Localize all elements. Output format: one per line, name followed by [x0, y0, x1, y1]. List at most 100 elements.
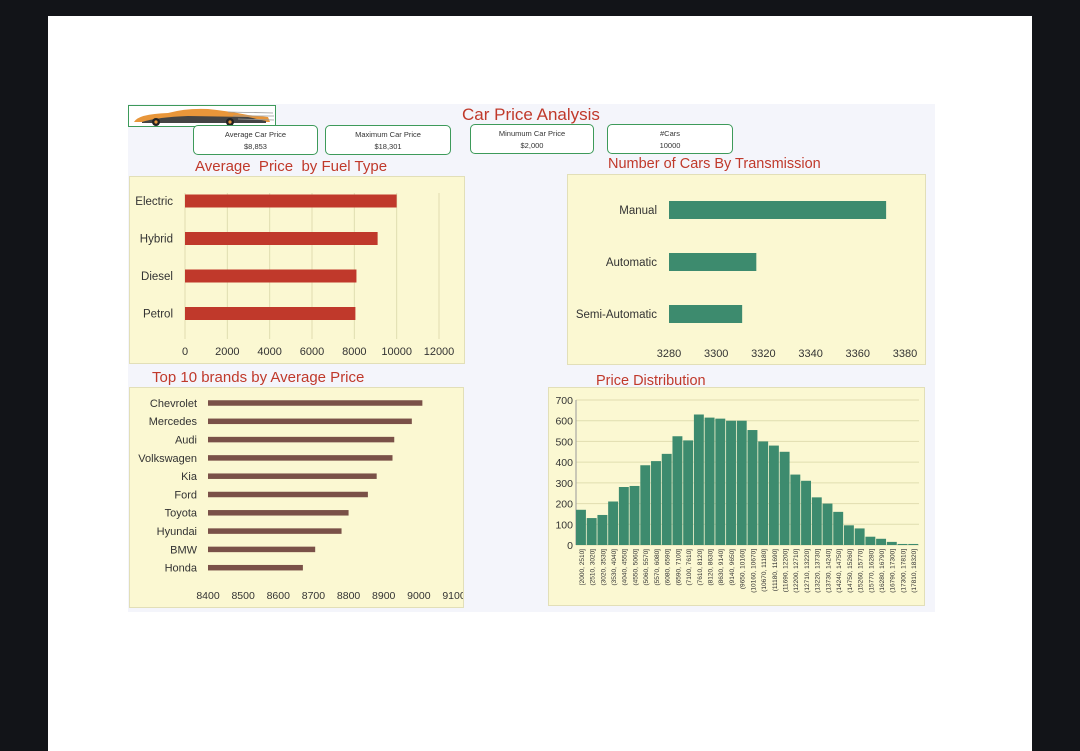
histogram-bar — [704, 417, 715, 545]
bar — [669, 201, 887, 219]
x-tick-label: (3530, 4040] — [611, 549, 618, 586]
category-label: Electric — [135, 196, 173, 208]
x-tick-label: 6000 — [300, 346, 324, 358]
histogram-bar — [608, 501, 619, 545]
x-tick-label: 0 — [182, 346, 188, 358]
x-tick-label: 8500 — [231, 590, 255, 602]
brands-chart: 8400 8500 8600 8700 8800 8900 9000 9100 Chevrole… — [129, 387, 466, 608]
bar — [669, 253, 757, 271]
dashboard-title: Car Price Analysis — [462, 105, 600, 124]
category-label: Petrol — [143, 309, 173, 321]
x-tick-label: 8600 — [267, 590, 291, 602]
histogram-bar — [908, 543, 919, 545]
kpi-maximum-price: Maximum Car Price $18,301 — [325, 125, 451, 155]
kpi-minimum-price: Minumum Car Price $2,000 — [470, 124, 594, 154]
histogram-bar — [876, 538, 887, 545]
x-tick-label: (8120, 8630] — [707, 549, 714, 586]
bar — [669, 305, 743, 323]
histogram-bar — [693, 414, 704, 545]
histogram-bar — [897, 543, 908, 545]
histogram-bar — [640, 465, 651, 545]
histogram-bar — [576, 509, 586, 545]
histogram-bar — [886, 541, 897, 545]
kpi-car-count: #Cars 10000 — [607, 124, 733, 154]
histogram-bar — [651, 461, 661, 545]
car-logo-icon — [128, 105, 276, 127]
x-tick-label: (2510, 3020] — [590, 549, 597, 586]
x-tick-label: 3300 — [704, 348, 728, 360]
category-label: Manual — [619, 205, 657, 217]
y-tick-label: 300 — [555, 478, 573, 490]
x-tick-label: (3020, 3530] — [600, 549, 607, 586]
kpi-label: #Cars — [659, 129, 680, 138]
bar — [208, 510, 349, 516]
x-tick-label: (12200, 12710] — [793, 549, 800, 593]
histogram-bar — [865, 536, 876, 545]
x-tick-label: (16790, 17300] — [890, 549, 897, 593]
x-tick-label: (11180, 11690] — [772, 549, 779, 591]
category-label: Automatic — [606, 257, 657, 269]
bar — [185, 269, 357, 283]
bar — [208, 418, 412, 425]
histogram-bar — [736, 420, 747, 545]
y-tick-label: 700 — [555, 395, 573, 407]
x-tick-label: 8800 — [337, 590, 361, 602]
y-tick-label: 200 — [555, 499, 573, 511]
histogram-bar — [661, 453, 672, 545]
x-tick-label: (7100, 7610] — [686, 549, 693, 586]
x-tick-label: (16280, 16790] — [879, 549, 886, 593]
bar — [185, 194, 397, 208]
x-tick-label: (7610, 8120] — [697, 549, 704, 586]
bar — [208, 491, 368, 498]
distribution-chart: 0 100 200 300 400 500 600 700 [2000, 2510] (2510,… — [548, 387, 925, 606]
bar — [208, 473, 377, 479]
histogram-bar — [747, 430, 758, 545]
x-tick-label: 4000 — [257, 346, 281, 358]
y-tick-label: 600 — [555, 416, 573, 428]
histogram-bar — [790, 474, 801, 545]
histogram-bar — [618, 487, 629, 545]
y-tick-label: 0 — [567, 540, 573, 552]
fuel-chart-title: Average Price by Fuel Type — [195, 158, 388, 175]
bar — [208, 436, 395, 443]
kpi-value: $2,000 — [520, 141, 544, 150]
kpi-label: Average Car Price — [224, 130, 287, 139]
x-tick-label: (10670, 11180] — [761, 549, 768, 592]
kpi-value: $18,301 — [374, 142, 402, 151]
histogram-bar — [672, 436, 683, 545]
x-tick-label: 12000 — [424, 346, 455, 358]
x-tick-label: (14240, 14750] — [836, 549, 843, 593]
bar — [208, 564, 303, 571]
distribution-chart-title: Price Distribution — [596, 373, 706, 389]
kpi-value: 10000 — [659, 141, 681, 150]
x-tick-label: 9000 — [407, 590, 431, 602]
histogram-bar — [726, 420, 736, 545]
kpi-average-price: Average Car Price $8,853 — [193, 125, 318, 155]
transmission-chart: 3280 3300 3320 3340 3360 3380 Manual Automatic S… — [567, 174, 926, 365]
x-tick-label: (4550, 5060] — [632, 549, 639, 586]
category-label: Kia — [181, 471, 198, 483]
category-label: Hybrid — [140, 234, 173, 246]
histogram-bar — [715, 418, 726, 545]
x-tick-label: (15260, 15770] — [858, 549, 865, 593]
x-tick-label: (10160, 10670] — [750, 549, 757, 593]
x-tick-label: 9100 — [442, 590, 463, 602]
x-tick-label: 3280 — [657, 348, 681, 360]
x-tick-label: [2000, 2510] — [579, 549, 586, 585]
brands-chart-title: Top 10 brands by Average Price — [152, 369, 365, 386]
x-tick-label: (5060, 5570] — [643, 549, 650, 586]
x-tick-label: (15770, 16280] — [868, 549, 875, 593]
kpi-value: $8,853 — [244, 142, 267, 151]
histogram-bar — [854, 528, 865, 545]
histogram-bar — [779, 451, 790, 545]
bar — [185, 307, 356, 320]
bar — [208, 528, 342, 534]
x-tick-label: 3340 — [798, 348, 822, 360]
category-label: Hyundai — [157, 526, 197, 538]
category-label: Audi — [175, 434, 197, 446]
category-label: Ford — [174, 489, 197, 501]
histogram-bar — [768, 445, 779, 545]
x-tick-label: (12710, 13220] — [804, 549, 811, 593]
x-tick-label: (6080, 6590] — [665, 549, 672, 586]
bar — [208, 400, 423, 406]
